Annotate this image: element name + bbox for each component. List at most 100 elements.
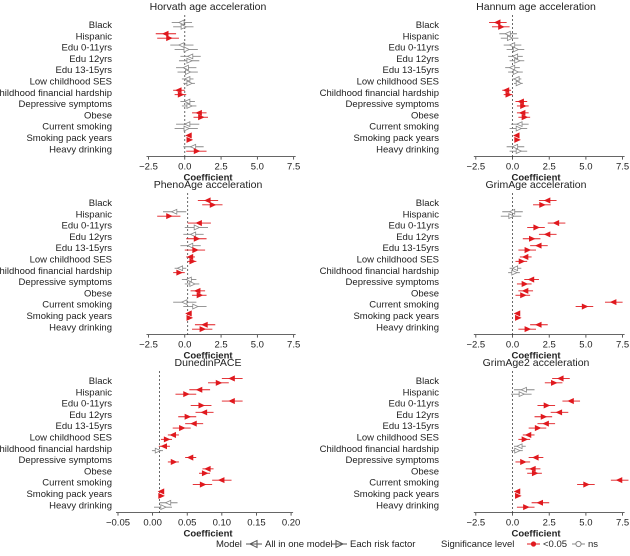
point-each-factor [534, 425, 542, 432]
x-tick-label: 0.15 [247, 518, 266, 529]
point-each-factor [183, 391, 190, 398]
risk-factor-label: Black [89, 376, 112, 387]
risk-factor-label: Current smoking [369, 478, 439, 489]
point-all-model [204, 465, 211, 472]
risk-factor-label: Edu 12yrs [396, 54, 439, 65]
risk-factor-label: Obese [84, 110, 112, 121]
point-each-factor [543, 402, 551, 409]
risk-factor-label: Edu 13-15yrs [55, 421, 112, 432]
risk-factor-label: Low childhood SES [30, 432, 112, 443]
point-all-model [502, 87, 510, 94]
risk-factor-label: Edu 0-11yrs [388, 221, 439, 232]
risk-factor-label: Edu 0-11yrs [388, 43, 439, 54]
point-each-factor [531, 470, 539, 477]
legend-model-title: Model [216, 539, 242, 550]
point-each-factor [158, 492, 165, 499]
point-each-factor [528, 235, 536, 242]
point-all-model [532, 454, 539, 461]
risk-factor-label: Edu 0-11yrs [61, 43, 112, 54]
panel-2: Hannum age accelerationBlackHispanicEdu … [320, 1, 630, 184]
x-axis-title: Coefficient [183, 529, 233, 540]
risk-factor-label: Edu 12yrs [69, 54, 112, 65]
point-each-factor [512, 69, 520, 76]
point-each-factor [183, 125, 191, 132]
risk-factor-label: Current smoking [369, 122, 439, 133]
risk-factor-label: Heavy drinking [49, 144, 112, 155]
point-each-factor [209, 201, 217, 208]
risk-factor-label: Depressive symptoms [19, 99, 113, 110]
point-all-model [555, 409, 563, 416]
point-each-factor [192, 303, 199, 310]
risk-factor-label: Edu 12yrs [396, 232, 439, 243]
point-each-factor [160, 504, 167, 511]
point-all-model [534, 242, 542, 249]
x-tick-label: 2.5 [214, 340, 227, 351]
point-each-factor [514, 57, 521, 64]
point-each-factor [179, 425, 186, 432]
risk-factor-label: Depressive symptoms [346, 455, 440, 466]
point-each-factor [166, 213, 173, 220]
risk-factor-label: Edu 0-11yrs [61, 399, 112, 410]
point-all-model [511, 53, 519, 60]
point-all-model [534, 321, 542, 328]
risk-factor-label: Obese [84, 466, 112, 477]
x-axis-title: Coefficient [511, 351, 561, 362]
point-all-model [185, 276, 192, 283]
risk-factor-label: Smoking pack years [26, 489, 112, 500]
point-all-model [190, 420, 197, 427]
point-each-factor [198, 402, 206, 409]
x-tick-label: 2.5 [543, 518, 556, 529]
legend-ns-dot [575, 540, 582, 548]
risk-factor-label: Childhood financial hardship [320, 266, 439, 277]
point-each-factor [192, 247, 199, 254]
point-each-factor [583, 481, 590, 488]
point-each-factor [518, 391, 526, 398]
panel-title: DunedinPACE [175, 357, 242, 369]
point-all-model [193, 287, 201, 294]
x-tick-label: 5.0 [579, 162, 592, 173]
point-all-model [183, 121, 191, 128]
point-all-model [521, 287, 529, 294]
risk-factor-label: Edu 13-15yrs [55, 65, 112, 76]
point-each-factor [177, 91, 185, 98]
point-each-factor [581, 303, 589, 310]
point-all-model [609, 299, 617, 306]
risk-factor-label: Edu 0-11yrs [388, 399, 439, 410]
point-each-factor [524, 247, 532, 254]
point-each-factor [551, 379, 558, 386]
point-all-model [189, 143, 197, 150]
point-each-factor [193, 224, 201, 231]
point-all-model [552, 220, 560, 227]
risk-factor-label: Smoking pack years [353, 133, 439, 144]
legend-sig-label: <0.05 [543, 539, 567, 550]
risk-factor-label: Obese [411, 288, 439, 299]
risk-factor-label: Current smoking [369, 300, 439, 311]
risk-factor-label: Hispanic [403, 31, 440, 42]
point-all-model [536, 499, 544, 506]
point-each-factor [521, 280, 529, 287]
point-all-model [512, 132, 520, 139]
point-all-model [543, 197, 551, 204]
x-tick-label: −2.5 [466, 162, 485, 173]
risk-factor-label: Heavy drinking [376, 500, 439, 511]
risk-factor-label: Low childhood SES [357, 76, 439, 87]
x-axis-title: Coefficient [511, 529, 561, 540]
point-each-factor [199, 481, 207, 488]
point-each-factor [539, 201, 546, 208]
x-tick-label: 0.0 [506, 162, 519, 173]
risk-factor-label: Depressive symptoms [19, 277, 113, 288]
point-all-model [511, 265, 519, 272]
risk-factor-label: Childhood financial hardship [0, 444, 112, 455]
point-all-model [527, 276, 535, 283]
point-all-model [511, 143, 519, 150]
risk-factor-label: Childhood financial hardship [0, 88, 112, 99]
point-all-model [186, 242, 194, 249]
risk-factor-label: Smoking pack years [353, 311, 439, 322]
point-all-model [518, 109, 526, 116]
point-all-model [183, 75, 191, 82]
panel-title: Horvath age acceleration [150, 1, 267, 13]
point-each-factor [166, 35, 173, 42]
